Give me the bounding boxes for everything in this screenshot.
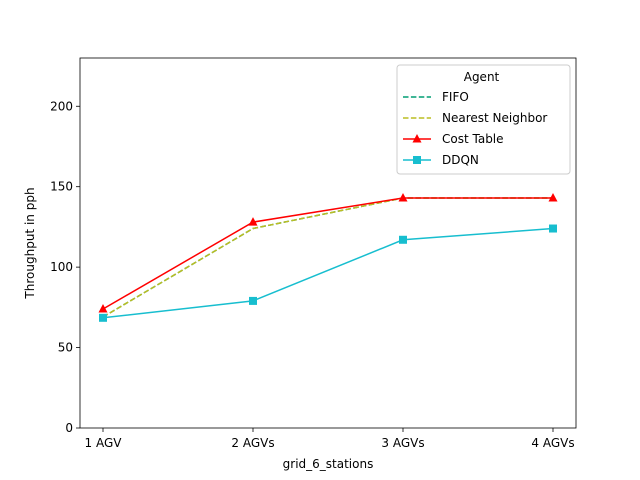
data-point — [98, 303, 108, 313]
x-axis-label: grid_6_stations — [283, 457, 374, 471]
legend: Agent FIFO Nearest Neighbor Cost Table DDQN — [396, 64, 571, 175]
data-point — [248, 217, 258, 226]
data-point — [549, 224, 557, 233]
x-tick-label: 1 AGV — [85, 436, 123, 450]
series-line-2 — [102, 197, 553, 310]
data-point — [249, 296, 257, 305]
legend-box — [396, 64, 571, 175]
y-tick-label: 0 — [65, 421, 73, 435]
series-layer — [98, 192, 558, 322]
y-tick-label: 50 — [58, 341, 73, 355]
legend-title: Agent — [464, 70, 500, 84]
y-axis-label: Throughput in pph — [23, 187, 37, 299]
data-point — [99, 313, 107, 322]
data-point — [398, 192, 408, 202]
x-tick-label: 4 AGVs — [531, 436, 574, 450]
legend-marker — [413, 156, 421, 164]
legend-label: Nearest Neighbor — [442, 111, 547, 125]
axes-layer: 1 AGV 2 AGVs 3 AGVs 4 AGVs 0 50 100 150 200 — [50, 57, 577, 450]
axes-frame — [79, 57, 577, 429]
legend-marker — [412, 134, 422, 143]
legend-label: DDQN — [442, 153, 479, 167]
data-point — [399, 235, 407, 244]
series-line-3 — [102, 227, 554, 319]
y-tick-label: 150 — [50, 180, 73, 194]
series-line-1 — [102, 197, 553, 318]
x-tick-label: 3 AGVs — [381, 436, 424, 450]
legend-label: Cost Table — [442, 132, 504, 146]
y-tick-label: 200 — [50, 99, 73, 113]
y-tick-label: 100 — [50, 260, 73, 274]
legend-label: FIFO — [442, 90, 469, 104]
x-tick-label: 2 AGVs — [231, 436, 274, 450]
data-point — [548, 192, 558, 202]
